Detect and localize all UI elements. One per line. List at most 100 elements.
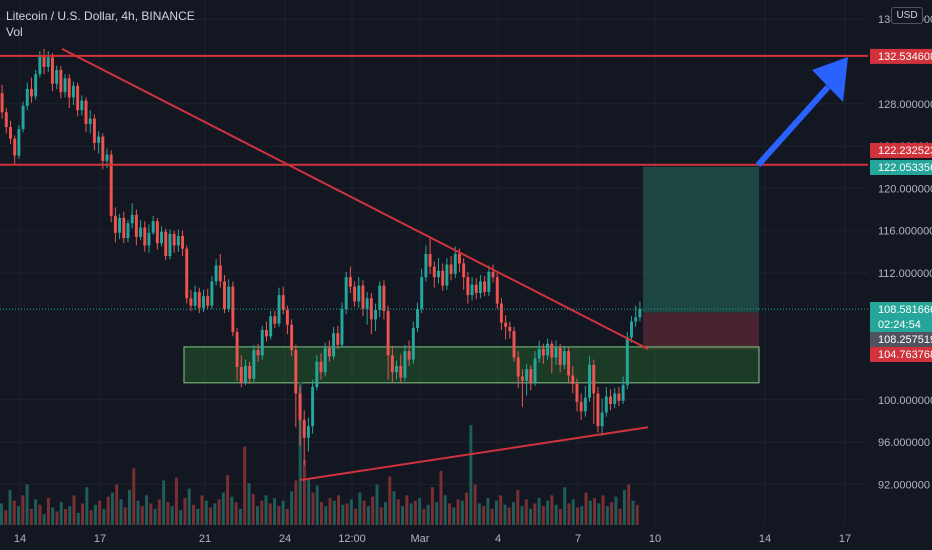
volume-bar — [17, 506, 21, 525]
volume-bar — [268, 503, 272, 525]
candle-body — [130, 214, 134, 224]
candle-body — [118, 217, 122, 233]
candle-body — [617, 393, 621, 401]
volume-bar — [486, 498, 490, 525]
price-badge-label: 108.257519 — [878, 334, 932, 346]
volume-legend[interactable]: Vol — [6, 25, 23, 39]
volume-bar — [524, 499, 528, 525]
price-badge — [870, 160, 932, 175]
volume-bar — [409, 503, 413, 525]
candle-body — [252, 350, 256, 379]
symbol-legend[interactable]: Litecoin / U.S. Dollar, 4h, BINANCE — [6, 9, 195, 23]
volume-bar — [443, 495, 447, 525]
candle-body — [210, 281, 214, 306]
volume-bar — [529, 508, 533, 525]
candle-body — [160, 231, 164, 244]
candle-body — [332, 333, 336, 357]
candle-body — [508, 326, 512, 332]
volume-bar — [465, 492, 469, 525]
volume-bar — [183, 498, 187, 525]
candle-body — [101, 136, 105, 161]
volume-bar — [337, 495, 341, 525]
candle-body — [9, 127, 12, 139]
volume-bar — [55, 511, 59, 525]
volume-bar — [341, 504, 345, 525]
candle-body — [562, 351, 566, 365]
candle-body — [21, 105, 25, 130]
volume-bar — [430, 487, 434, 525]
candle-body — [365, 298, 369, 309]
candle-body — [311, 387, 315, 427]
candle-body — [302, 419, 306, 438]
candle-body — [285, 309, 289, 325]
candle-body — [470, 284, 474, 296]
volume-bar — [8, 489, 12, 525]
volume-bar — [179, 510, 183, 525]
candle-body — [541, 349, 545, 356]
candle-body — [42, 55, 46, 67]
time-tick-label: 4 — [495, 533, 501, 545]
volume-bar — [157, 499, 161, 525]
volume-bar — [469, 425, 473, 525]
volume-bar — [571, 499, 575, 525]
candle-body — [13, 138, 17, 156]
volume-bar — [448, 503, 451, 525]
candle-body — [126, 223, 130, 239]
volume-bar — [512, 502, 515, 525]
volume-series — [0, 381, 639, 525]
candle-body — [185, 248, 189, 299]
time-tick-label: 21 — [199, 533, 211, 545]
candle-body — [437, 270, 440, 278]
candle-body — [38, 55, 42, 75]
candle-body — [441, 270, 445, 286]
volume-bar — [102, 508, 106, 525]
volume-bar — [345, 503, 349, 525]
volume-bar — [145, 495, 149, 525]
candle-body — [340, 308, 344, 345]
candle-body — [453, 253, 457, 274]
price-tick-label: 128.000000 — [878, 99, 932, 111]
volume-bar — [332, 500, 336, 525]
time-tick-label: 14 — [14, 533, 26, 545]
candle-body — [458, 253, 461, 264]
volume-bar — [209, 507, 213, 525]
candle-body — [30, 89, 33, 97]
price-tick-label: 120.000000 — [878, 183, 932, 195]
support-zone — [183, 346, 760, 384]
time-tick-label: 14 — [759, 533, 771, 545]
volume-bar — [217, 499, 221, 525]
candle-body — [4, 112, 8, 128]
candle-body — [424, 253, 428, 278]
candle-body — [512, 331, 516, 358]
volume-bar — [576, 507, 579, 525]
candle-body — [25, 89, 29, 106]
candle-body — [499, 303, 503, 323]
volume-bar — [627, 484, 631, 525]
candle-body — [474, 284, 478, 294]
candle-body — [411, 327, 415, 360]
volume-bar — [392, 491, 396, 525]
volume-bar — [328, 498, 332, 525]
volume-bar — [247, 483, 251, 525]
candle-body — [638, 308, 642, 318]
candle-body — [17, 129, 21, 156]
candle-body — [357, 285, 361, 302]
volume-bar — [401, 506, 405, 525]
volume-bar — [68, 506, 72, 525]
volume-bar — [452, 507, 456, 525]
volume-bar — [290, 491, 294, 525]
candle-body — [113, 215, 117, 233]
candle-body — [97, 136, 101, 143]
candle-body — [609, 396, 612, 404]
volume-bar — [358, 492, 362, 525]
candle-body — [80, 100, 84, 111]
volume-bar — [89, 510, 93, 525]
candle-body — [172, 233, 176, 246]
candle-body — [244, 365, 247, 383]
candle-body — [520, 376, 524, 381]
candle-body — [55, 69, 59, 84]
currency-badge[interactable]: USD — [891, 7, 923, 24]
descending-trendline — [61, 47, 649, 350]
